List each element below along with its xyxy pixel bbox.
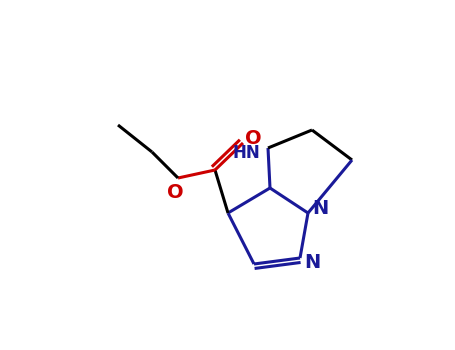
Text: O: O [245, 130, 261, 148]
Text: N: N [304, 252, 320, 272]
Text: O: O [167, 182, 183, 202]
Text: N: N [312, 199, 328, 218]
Text: HN: HN [232, 144, 260, 162]
